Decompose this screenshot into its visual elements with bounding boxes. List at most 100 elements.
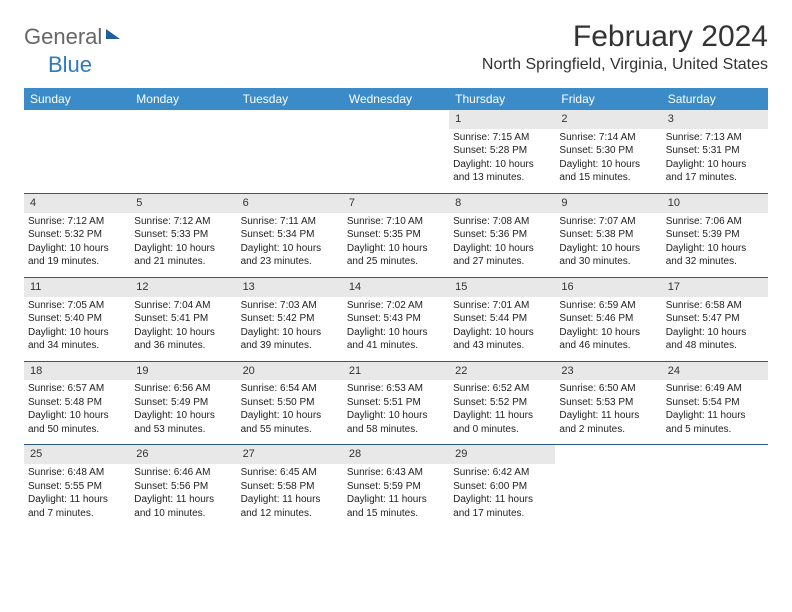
day-cell xyxy=(24,110,130,193)
sunset-text: Sunset: 5:28 PM xyxy=(453,144,551,158)
daylight-text: Daylight: 10 hours and 48 minutes. xyxy=(666,326,764,353)
day-cell: 24Sunrise: 6:49 AMSunset: 5:54 PMDayligh… xyxy=(662,362,768,445)
day-cell: 6Sunrise: 7:11 AMSunset: 5:34 PMDaylight… xyxy=(237,194,343,277)
sunrise-text: Sunrise: 7:06 AM xyxy=(666,215,764,229)
day-number: 7 xyxy=(343,194,449,213)
day-number: 25 xyxy=(24,445,130,464)
day-number: 24 xyxy=(662,362,768,381)
logo-triangle-icon xyxy=(106,29,120,39)
daylight-text: Daylight: 11 hours and 10 minutes. xyxy=(134,493,232,520)
day-cell: 23Sunrise: 6:50 AMSunset: 5:53 PMDayligh… xyxy=(555,362,661,445)
day-cell: 18Sunrise: 6:57 AMSunset: 5:48 PMDayligh… xyxy=(24,362,130,445)
day-cell: 7 Sunrise: 7:10 AMSunset: 5:35 PMDaylight… xyxy=(343,194,449,277)
sunset-text: Sunset: 5:51 PM xyxy=(347,396,445,410)
daylight-text: Daylight: 10 hours and 21 minutes. xyxy=(134,242,232,269)
day-cell: 19Sunrise: 6:56 AMSunset: 5:49 PMDayligh… xyxy=(130,362,236,445)
sunset-text: Sunset: 5:55 PM xyxy=(28,480,126,494)
brand-part1: General xyxy=(24,24,102,50)
daylight-text: Daylight: 10 hours and 41 minutes. xyxy=(347,326,445,353)
daylight-text: Daylight: 10 hours and 27 minutes. xyxy=(453,242,551,269)
day-header-row: Sunday Monday Tuesday Wednesday Thursday… xyxy=(24,88,768,110)
week-row: 1Sunrise: 7:15 AMSunset: 5:28 PMDaylight… xyxy=(24,110,768,193)
daylight-text: Daylight: 10 hours and 34 minutes. xyxy=(28,326,126,353)
brand-part2: Blue xyxy=(48,52,92,77)
day-number: 12 xyxy=(130,278,236,297)
month-title: February 2024 xyxy=(482,20,768,54)
day-cell: 21Sunrise: 6:53 AMSunset: 5:51 PMDayligh… xyxy=(343,362,449,445)
week-row: 25Sunrise: 6:48 AMSunset: 5:55 PMDayligh… xyxy=(24,444,768,528)
sunrise-text: Sunrise: 7:10 AM xyxy=(347,215,445,229)
day-cell: 5 Sunrise: 7:12 AMSunset: 5:33 PMDaylight… xyxy=(130,194,236,277)
day-cell: 12Sunrise: 7:04 AMSunset: 5:41 PMDayligh… xyxy=(130,278,236,361)
sunset-text: Sunset: 5:31 PM xyxy=(666,144,764,158)
dayhead-wednesday: Wednesday xyxy=(343,88,449,110)
sunrise-text: Sunrise: 6:48 AM xyxy=(28,466,126,480)
daylight-text: Daylight: 11 hours and 2 minutes. xyxy=(559,409,657,436)
daylight-text: Daylight: 10 hours and 25 minutes. xyxy=(347,242,445,269)
day-cell: 4Sunrise: 7:12 AMSunset: 5:32 PMDaylight… xyxy=(24,194,130,277)
sunrise-text: Sunrise: 7:13 AM xyxy=(666,131,764,145)
sunset-text: Sunset: 5:39 PM xyxy=(666,228,764,242)
day-number: 11 xyxy=(24,278,130,297)
sunset-text: Sunset: 5:35 PM xyxy=(347,228,445,242)
sunrise-text: Sunrise: 6:49 AM xyxy=(666,382,764,396)
sunset-text: Sunset: 5:49 PM xyxy=(134,396,232,410)
sunset-text: Sunset: 5:46 PM xyxy=(559,312,657,326)
sunrise-text: Sunrise: 6:43 AM xyxy=(347,466,445,480)
sunset-text: Sunset: 5:38 PM xyxy=(559,228,657,242)
day-number: 8 xyxy=(449,194,555,213)
day-number: 4 xyxy=(24,194,130,213)
sunrise-text: Sunrise: 7:05 AM xyxy=(28,299,126,313)
daylight-text: Daylight: 10 hours and 43 minutes. xyxy=(453,326,551,353)
day-cell: 20Sunrise: 6:54 AMSunset: 5:50 PMDayligh… xyxy=(237,362,343,445)
day-cell xyxy=(343,110,449,193)
daylight-text: Daylight: 10 hours and 50 minutes. xyxy=(28,409,126,436)
sunset-text: Sunset: 5:42 PM xyxy=(241,312,339,326)
day-cell xyxy=(237,110,343,193)
daylight-text: Daylight: 10 hours and 23 minutes. xyxy=(241,242,339,269)
calendar-grid: Sunday Monday Tuesday Wednesday Thursday… xyxy=(24,88,768,528)
sunset-text: Sunset: 5:40 PM xyxy=(28,312,126,326)
day-number: 26 xyxy=(130,445,236,464)
sunrise-text: Sunrise: 6:52 AM xyxy=(453,382,551,396)
sunset-text: Sunset: 5:52 PM xyxy=(453,396,551,410)
day-cell xyxy=(555,445,661,528)
sunset-text: Sunset: 5:41 PM xyxy=(134,312,232,326)
sunset-text: Sunset: 5:30 PM xyxy=(559,144,657,158)
sunrise-text: Sunrise: 7:12 AM xyxy=(134,215,232,229)
week-row: 18Sunrise: 6:57 AMSunset: 5:48 PMDayligh… xyxy=(24,361,768,445)
day-number: 2 xyxy=(555,110,661,129)
location-text: North Springfield, Virginia, United Stat… xyxy=(482,56,768,74)
day-number: 19 xyxy=(130,362,236,381)
sunrise-text: Sunrise: 7:08 AM xyxy=(453,215,551,229)
day-cell: 28Sunrise: 6:43 AMSunset: 5:59 PMDayligh… xyxy=(343,445,449,528)
week-row: 4Sunrise: 7:12 AMSunset: 5:32 PMDaylight… xyxy=(24,193,768,277)
sunrise-text: Sunrise: 7:07 AM xyxy=(559,215,657,229)
daylight-text: Daylight: 10 hours and 19 minutes. xyxy=(28,242,126,269)
daylight-text: Daylight: 11 hours and 7 minutes. xyxy=(28,493,126,520)
day-number: 20 xyxy=(237,362,343,381)
day-cell: 11 Sunrise: 7:05 AMSunset: 5:40 PMDayligh… xyxy=(24,278,130,361)
day-number: 17 xyxy=(662,278,768,297)
day-cell: 13Sunrise: 7:03 AMSunset: 5:42 PMDayligh… xyxy=(237,278,343,361)
day-number: 1 xyxy=(449,110,555,129)
day-number: 9 xyxy=(555,194,661,213)
daylight-text: Daylight: 11 hours and 5 minutes. xyxy=(666,409,764,436)
day-cell: 2Sunrise: 7:14 AMSunset: 5:30 PMDaylight… xyxy=(555,110,661,193)
brand-logo: General xyxy=(24,24,122,50)
day-number: 23 xyxy=(555,362,661,381)
day-cell: 9 Sunrise: 7:07 AMSunset: 5:38 PMDaylight… xyxy=(555,194,661,277)
day-cell: 3Sunrise: 7:13 AMSunset: 5:31 PMDaylight… xyxy=(662,110,768,193)
day-cell: 8Sunrise: 7:08 AMSunset: 5:36 PMDaylight… xyxy=(449,194,555,277)
daylight-text: Daylight: 10 hours and 30 minutes. xyxy=(559,242,657,269)
weeks-container: 1Sunrise: 7:15 AMSunset: 5:28 PMDaylight… xyxy=(24,110,768,528)
day-number: 21 xyxy=(343,362,449,381)
daylight-text: Daylight: 11 hours and 15 minutes. xyxy=(347,493,445,520)
daylight-text: Daylight: 10 hours and 15 minutes. xyxy=(559,158,657,185)
sunset-text: Sunset: 5:33 PM xyxy=(134,228,232,242)
day-number: 5 xyxy=(130,194,236,213)
day-cell: 27Sunrise: 6:45 AMSunset: 5:58 PMDayligh… xyxy=(237,445,343,528)
daylight-text: Daylight: 10 hours and 46 minutes. xyxy=(559,326,657,353)
day-number: 18 xyxy=(24,362,130,381)
day-number: 16 xyxy=(555,278,661,297)
